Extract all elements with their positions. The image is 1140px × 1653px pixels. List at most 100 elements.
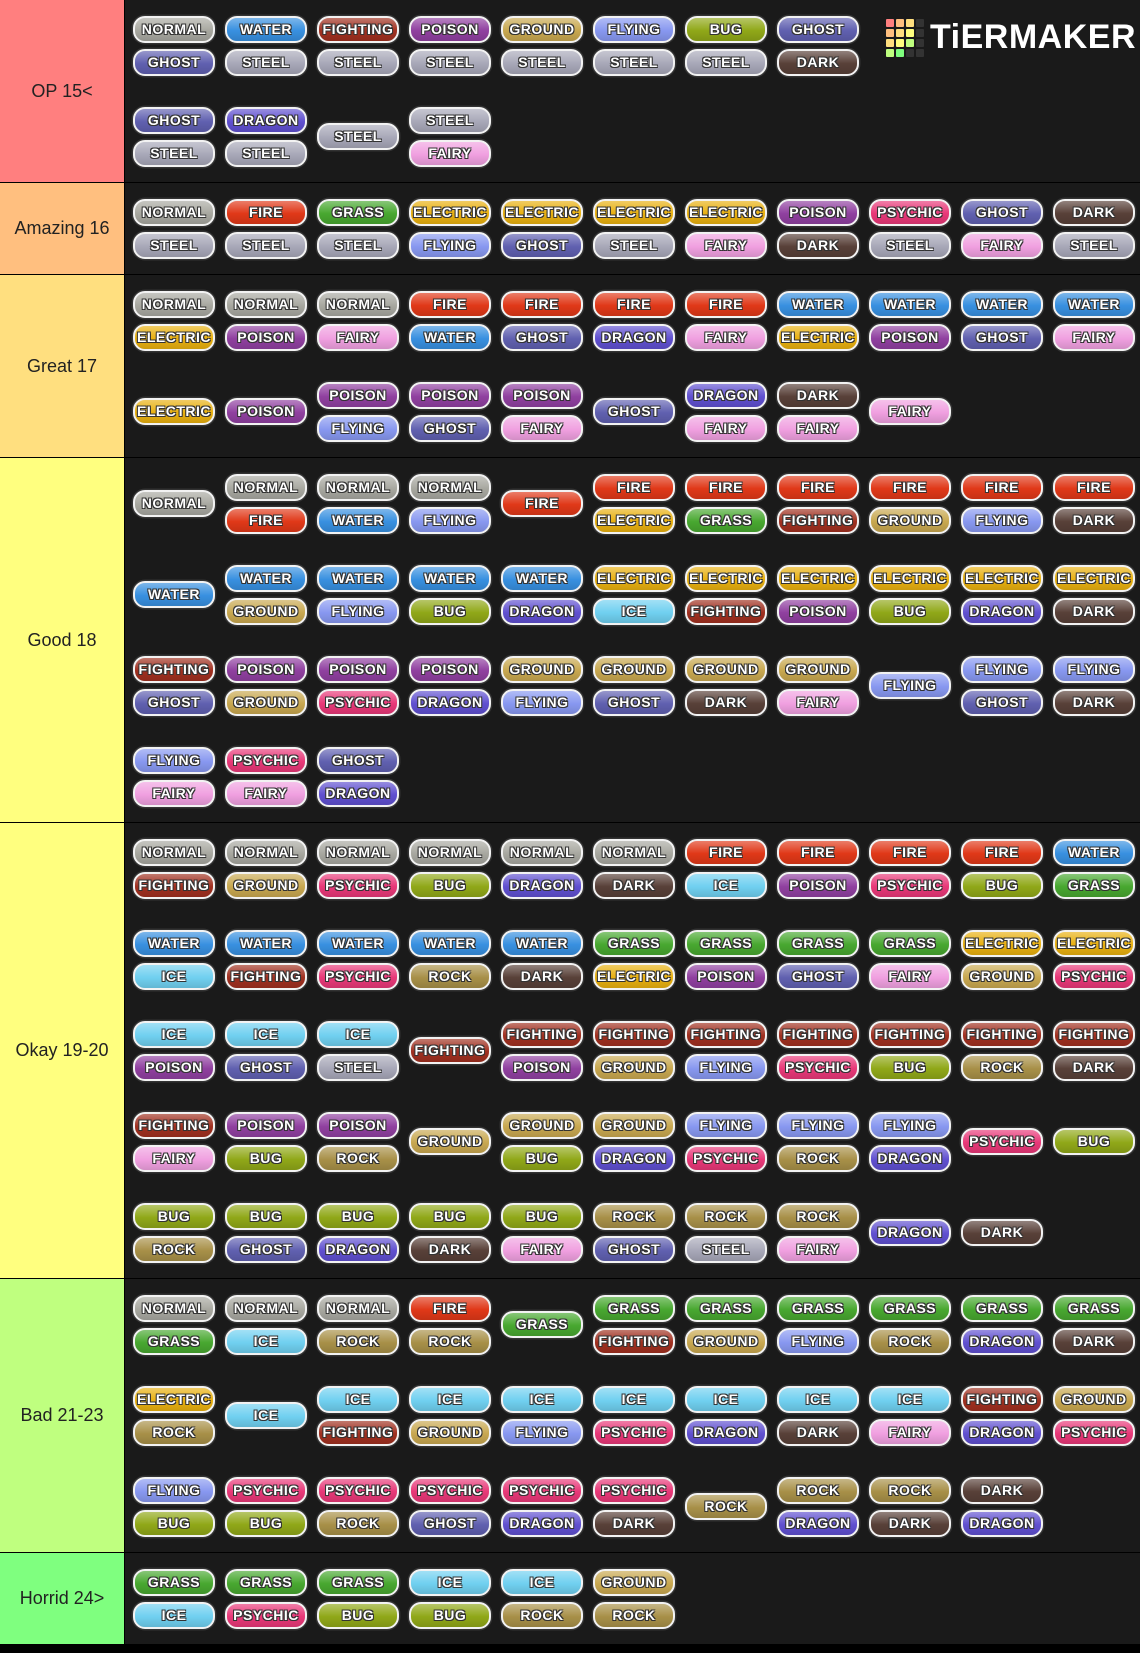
type-combo[interactable]: ELECTRIC STEEL <box>588 183 680 274</box>
type-combo[interactable]: FLYING FAIRY <box>128 731 220 822</box>
type-combo[interactable]: ROCK DARK <box>864 1461 956 1552</box>
type-combo[interactable]: ROCK FAIRY <box>772 1187 864 1278</box>
type-combo[interactable]: WATER FAIRY <box>1048 275 1140 366</box>
type-combo[interactable]: ICE BUG <box>404 1553 496 1644</box>
type-combo[interactable]: WATER FLYING <box>312 549 404 640</box>
type-combo[interactable]: ICE GROUND <box>404 1370 496 1461</box>
type-combo[interactable]: DARK FAIRY <box>772 366 864 457</box>
type-combo[interactable]: WATER GROUND <box>220 549 312 640</box>
type-combo[interactable]: GRASS <box>496 1279 588 1370</box>
type-combo[interactable]: GROUND <box>404 1096 496 1187</box>
type-combo[interactable]: PSYCHIC BUG <box>220 1461 312 1552</box>
type-combo[interactable]: ICE FIGHTING <box>312 1370 404 1461</box>
type-combo[interactable]: FIGHTING POISON <box>496 1005 588 1096</box>
type-combo[interactable]: GROUND BUG <box>496 1096 588 1187</box>
type-combo[interactable]: BUG FAIRY <box>496 1187 588 1278</box>
type-combo[interactable]: ELECTRIC GHOST <box>496 183 588 274</box>
type-combo[interactable]: NORMAL ICE <box>220 1279 312 1370</box>
type-combo[interactable]: FLYING GHOST <box>956 640 1048 731</box>
type-combo[interactable]: BUG <box>1048 1096 1140 1187</box>
type-combo[interactable]: PSYCHIC FAIRY <box>220 731 312 822</box>
type-combo[interactable]: FIRE WATER <box>404 275 496 366</box>
type-combo[interactable]: FLYING PSYCHIC <box>680 1096 772 1187</box>
type-combo[interactable]: GROUND ROCK <box>588 1553 680 1644</box>
type-combo[interactable]: DRAGON <box>864 1187 956 1278</box>
type-combo[interactable]: GRASS BUG <box>312 1553 404 1644</box>
type-combo[interactable]: PSYCHIC STEEL <box>864 183 956 274</box>
type-combo[interactable]: ELECTRIC <box>128 366 220 457</box>
type-combo[interactable]: WATER STEEL <box>220 0 312 91</box>
type-combo[interactable]: ELECTRIC PSYCHIC <box>1048 914 1140 1005</box>
type-combo[interactable]: BUG GHOST <box>220 1187 312 1278</box>
type-combo[interactable]: FIGHTING <box>404 1005 496 1096</box>
type-combo[interactable]: BUG DRAGON <box>312 1187 404 1278</box>
type-combo[interactable]: NORMAL STEEL <box>128 183 220 274</box>
type-combo[interactable]: POISON FAIRY <box>496 366 588 457</box>
type-combo[interactable]: ICE ROCK <box>496 1553 588 1644</box>
type-combo[interactable]: FIRE GRASS <box>680 458 772 549</box>
type-combo[interactable]: POISON BUG <box>220 1096 312 1187</box>
type-combo[interactable]: ROCK <box>680 1461 772 1552</box>
type-combo[interactable]: ELECTRIC DARK <box>1048 549 1140 640</box>
type-combo[interactable]: FIRE FIGHTING <box>772 458 864 549</box>
type-combo[interactable]: FIRE FAIRY <box>680 275 772 366</box>
type-combo[interactable]: GHOST STEEL <box>128 91 220 182</box>
type-combo[interactable]: NORMAL ROCK <box>312 1279 404 1370</box>
type-combo[interactable]: FIRE <box>496 458 588 549</box>
type-combo[interactable]: NORMAL POISON <box>220 275 312 366</box>
type-combo[interactable]: PSYCHIC DARK <box>588 1461 680 1552</box>
type-combo[interactable]: PSYCHIC <box>956 1096 1048 1187</box>
type-combo[interactable]: ICE DRAGON <box>680 1370 772 1461</box>
type-combo[interactable]: STEEL FAIRY <box>404 91 496 182</box>
type-combo[interactable]: FLYING <box>864 640 956 731</box>
type-combo[interactable]: FIRE ROCK <box>404 1279 496 1370</box>
type-combo[interactable]: ICE DARK <box>772 1370 864 1461</box>
type-combo[interactable]: FLYING DARK <box>1048 640 1140 731</box>
type-combo[interactable]: BUG STEEL <box>680 0 772 91</box>
type-combo[interactable]: POISON STEEL <box>404 0 496 91</box>
type-combo[interactable]: WATER ELECTRIC <box>772 275 864 366</box>
type-combo[interactable]: ELECTRIC ROCK <box>128 1370 220 1461</box>
type-combo[interactable]: FIGHTING BUG <box>864 1005 956 1096</box>
type-combo[interactable]: NORMAL GROUND <box>220 823 312 914</box>
type-combo[interactable]: NORMAL ELECTRIC <box>128 275 220 366</box>
type-combo[interactable]: NORMAL BUG <box>404 823 496 914</box>
type-combo[interactable]: ICE FAIRY <box>864 1370 956 1461</box>
type-combo[interactable]: DARK DRAGON <box>956 1461 1048 1552</box>
type-combo[interactable]: NORMAL FIGHTING <box>128 823 220 914</box>
type-combo[interactable]: FIGHTING DRAGON <box>956 1370 1048 1461</box>
type-combo[interactable]: NORMAL DRAGON <box>496 823 588 914</box>
type-combo[interactable]: POISON DARK <box>772 183 864 274</box>
type-combo[interactable]: ELECTRIC FAIRY <box>680 183 772 274</box>
type-combo[interactable]: GRASS DRAGON <box>956 1279 1048 1370</box>
type-combo[interactable]: ELECTRIC GROUND <box>956 914 1048 1005</box>
type-combo[interactable]: GROUND DARK <box>680 640 772 731</box>
type-combo[interactable]: GRASS ICE <box>128 1553 220 1644</box>
type-combo[interactable]: FIRE DRAGON <box>588 275 680 366</box>
type-combo[interactable]: GRASS POISON <box>680 914 772 1005</box>
type-combo[interactable]: ELECTRIC FIGHTING <box>680 549 772 640</box>
type-combo[interactable]: GRASS FLYING <box>772 1279 864 1370</box>
type-combo[interactable]: WATER ICE <box>128 914 220 1005</box>
type-combo[interactable]: NORMAL FIRE <box>220 458 312 549</box>
type-combo[interactable]: WATER FIGHTING <box>220 914 312 1005</box>
type-combo[interactable]: GHOST DARK <box>772 0 864 91</box>
type-combo[interactable]: FIRE GHOST <box>496 275 588 366</box>
type-combo[interactable]: GROUND FAIRY <box>772 640 864 731</box>
type-combo[interactable]: FIRE DARK <box>1048 458 1140 549</box>
type-combo[interactable]: FIRE ELECTRIC <box>588 458 680 549</box>
type-combo[interactable]: GRASS ELECTRIC <box>588 914 680 1005</box>
type-combo[interactable]: PSYCHIC GHOST <box>404 1461 496 1552</box>
type-combo[interactable]: ELECTRIC DRAGON <box>956 549 1048 640</box>
type-combo[interactable]: FIRE GROUND <box>864 458 956 549</box>
type-combo[interactable]: POISON <box>220 366 312 457</box>
type-combo[interactable]: POISON FLYING <box>312 366 404 457</box>
type-combo[interactable]: BUG ROCK <box>128 1187 220 1278</box>
type-combo[interactable]: WATER BUG <box>404 549 496 640</box>
type-combo[interactable]: ROCK GHOST <box>588 1187 680 1278</box>
type-combo[interactable]: FIGHTING PSYCHIC <box>772 1005 864 1096</box>
type-combo[interactable]: FLYING STEEL <box>588 0 680 91</box>
type-combo[interactable]: FIGHTING GROUND <box>588 1005 680 1096</box>
type-combo[interactable]: NORMAL DARK <box>588 823 680 914</box>
type-combo[interactable]: POISON GROUND <box>220 640 312 731</box>
